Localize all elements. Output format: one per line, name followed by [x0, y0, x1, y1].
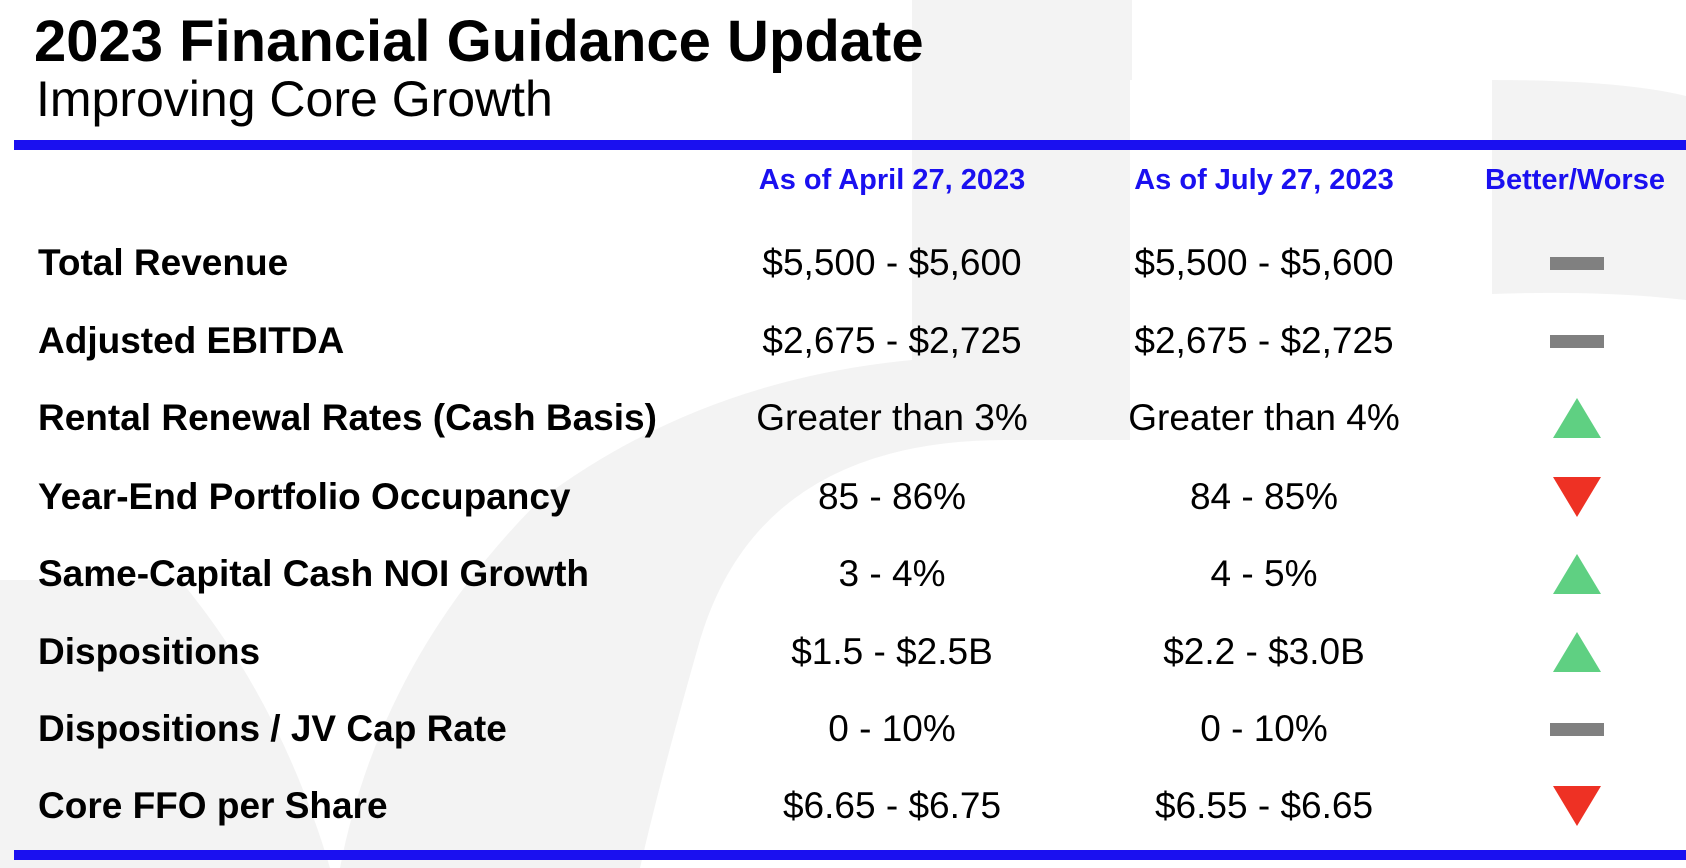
- change-indicator: [1550, 228, 1604, 298]
- better-up-arrow-icon: [1553, 554, 1601, 594]
- unchanged-dash-icon: [1550, 256, 1604, 270]
- top-divider: [14, 140, 1686, 150]
- july-value: $2,675 - $2,725: [1134, 320, 1394, 361]
- table-row: Dispositions $1.5 - $2.5B $2.2 - $3.0B: [0, 617, 1686, 687]
- metric-label: Same-Capital Cash NOI Growth: [38, 553, 589, 594]
- april-value: $1.5 - $2.5B: [791, 631, 993, 672]
- column-header-april: As of April 27, 2023: [758, 164, 1026, 196]
- april-value: $2,675 - $2,725: [762, 320, 1022, 361]
- metric-label: Rental Renewal Rates (Cash Basis): [38, 397, 657, 438]
- table-row: Dispositions / JV Cap Rate 0 - 10% 0 - 10%: [0, 694, 1686, 764]
- april-value: $6.65 - $6.75: [782, 785, 1002, 826]
- table-row: Same-Capital Cash NOI Growth 3 - 4% 4 - 5%: [0, 539, 1686, 609]
- table-row: Year-End Portfolio Occupancy 85 - 86% 84 -…: [0, 462, 1686, 532]
- july-value: 0 - 10%: [1200, 708, 1328, 749]
- worse-down-arrow-icon: [1553, 786, 1601, 826]
- july-value: $2.2 - $3.0B: [1163, 631, 1365, 672]
- april-value: 3 - 4%: [838, 553, 946, 594]
- metric-label: Total Revenue: [38, 242, 289, 283]
- change-indicator: [1550, 694, 1604, 764]
- better-up-arrow-icon: [1553, 632, 1601, 672]
- april-value: 85 - 86%: [817, 476, 967, 517]
- column-header-better-worse: Better/Worse: [1485, 164, 1665, 196]
- april-value: Greater than 3%: [756, 397, 1028, 438]
- change-indicator: [1550, 383, 1604, 453]
- worse-down-arrow-icon: [1553, 477, 1601, 517]
- change-indicator: [1550, 617, 1604, 687]
- column-header-july: As of July 27, 2023: [1134, 164, 1394, 196]
- unchanged-dash-icon: [1550, 334, 1604, 348]
- april-value: $5,500 - $5,600: [762, 242, 1022, 283]
- change-indicator: [1550, 462, 1604, 532]
- change-indicator: [1550, 306, 1604, 376]
- unchanged-dash-icon: [1550, 722, 1604, 736]
- table-row: Rental Renewal Rates (Cash Basis) Greater…: [0, 383, 1686, 453]
- page-subtitle: Improving Core Growth: [36, 71, 553, 127]
- metric-label: Core FFO per Share: [38, 785, 388, 826]
- page-title: 2023 Financial Guidance Update: [34, 9, 924, 74]
- april-value: 0 - 10%: [828, 708, 956, 749]
- july-value: Greater than 4%: [1128, 397, 1400, 438]
- metric-label: Dispositions: [38, 631, 261, 672]
- july-value: 4 - 5%: [1210, 553, 1318, 594]
- table-row: Total Revenue $5,500 - $5,600 $5,500 - $5,…: [0, 228, 1686, 298]
- better-up-arrow-icon: [1553, 398, 1601, 438]
- table-row: Core FFO per Share $6.65 - $6.75 $6.55 - $…: [0, 771, 1686, 841]
- metric-label: Dispositions / JV Cap Rate: [38, 708, 507, 749]
- metric-label: Year-End Portfolio Occupancy: [38, 476, 571, 517]
- july-value: 84 - 85%: [1189, 476, 1339, 517]
- table-row: Adjusted EBITDA $2,675 - $2,725 $2,675 - $…: [0, 306, 1686, 376]
- change-indicator: [1550, 539, 1604, 609]
- change-indicator: [1550, 771, 1604, 841]
- bottom-divider: [14, 850, 1686, 860]
- metric-label: Adjusted EBITDA: [38, 320, 345, 361]
- july-value: $6.55 - $6.65: [1154, 785, 1374, 826]
- july-value: $5,500 - $5,600: [1134, 242, 1394, 283]
